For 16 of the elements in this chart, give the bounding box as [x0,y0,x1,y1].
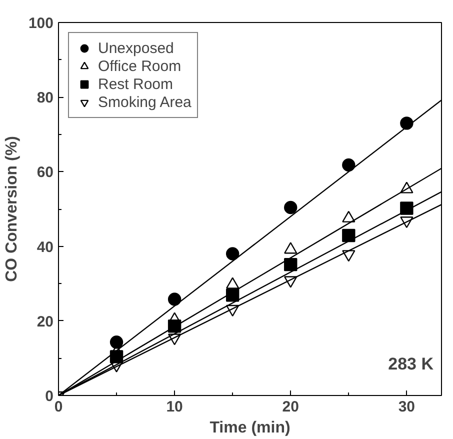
y-tick-label: 0 [45,388,54,405]
y-tick-label: 80 [36,90,54,107]
x-axis-title: Time (min) [210,420,290,436]
y-tick-label: 40 [36,238,54,256]
legend-label: Rest Room [98,75,174,93]
y-tick-label: 60 [36,164,54,182]
x-tick-label: 10 [166,398,183,416]
x-tick-label: 20 [282,398,299,416]
y-axis-title: CO Conversion (%) [3,136,20,282]
legend-label: Smoking Area [98,93,192,111]
x-tick-label: 30 [398,398,416,416]
y-tick-label: 20 [36,313,54,330]
legend-label: Unexposed [98,39,174,57]
y-tick-label: 100 [28,15,54,32]
legend-label: Office Room [98,57,182,75]
annotation: 283 K [388,354,434,374]
